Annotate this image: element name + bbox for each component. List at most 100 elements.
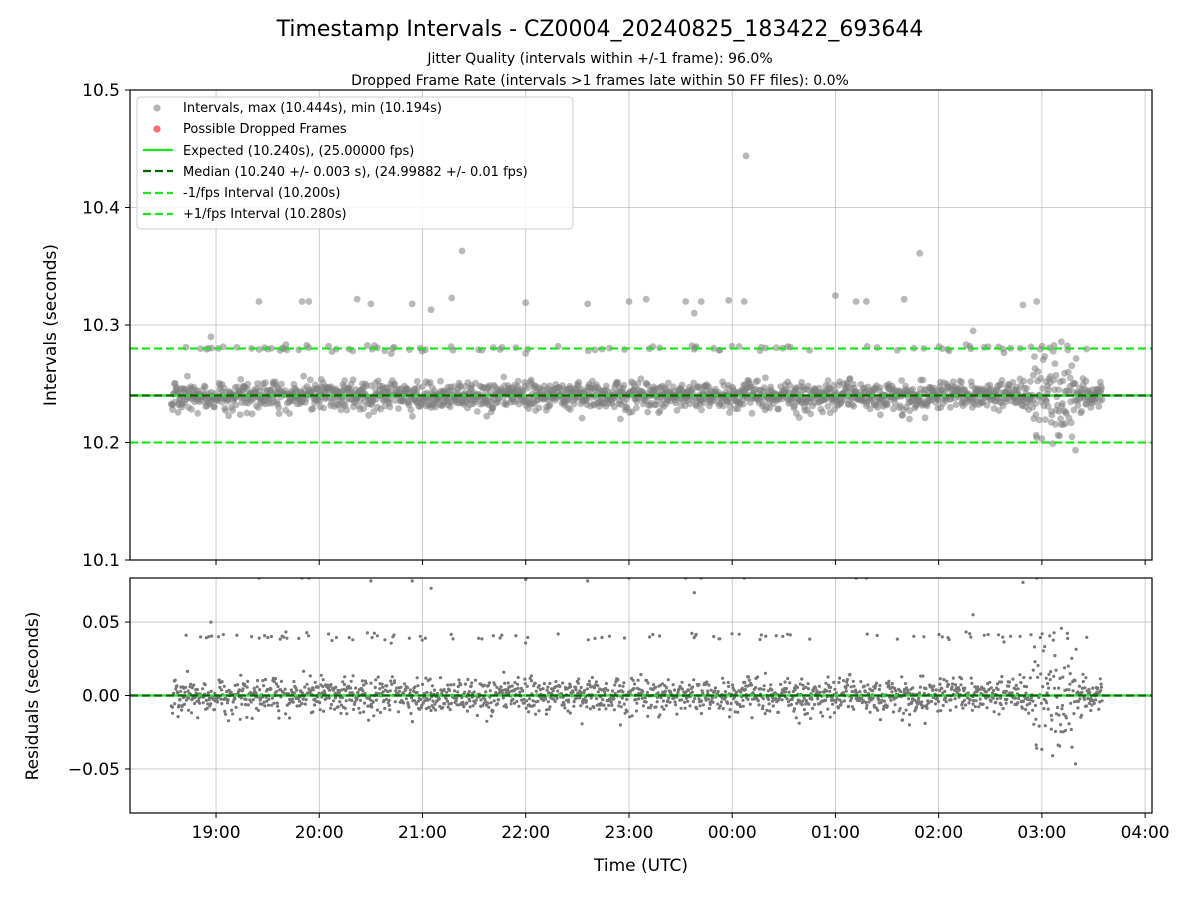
residual-point	[1070, 656, 1074, 660]
residual-point	[319, 673, 323, 677]
interval-point	[522, 299, 530, 307]
residual-point	[919, 674, 923, 678]
residual-point	[1073, 679, 1077, 683]
residual-point	[711, 700, 715, 704]
residual-point	[410, 720, 414, 724]
residual-point	[758, 637, 762, 642]
residual-point	[1022, 675, 1026, 680]
interval-point	[1068, 433, 1076, 441]
residual-point	[1021, 580, 1025, 585]
residual-point	[356, 691, 360, 695]
residual-point	[660, 705, 664, 709]
residual-point	[372, 631, 376, 635]
interval-point	[762, 344, 770, 352]
residual-point	[399, 685, 403, 689]
residual-point	[728, 708, 732, 712]
residual-point	[844, 689, 848, 693]
residual-point	[699, 711, 704, 716]
residual-point	[305, 682, 309, 686]
residual-point	[433, 702, 437, 706]
residual-point	[1040, 747, 1044, 752]
interval-point	[211, 403, 218, 411]
residual-point	[362, 701, 367, 705]
residual-point	[906, 688, 910, 692]
residual-point	[1099, 689, 1103, 693]
residual-point	[1084, 704, 1089, 708]
residual-point	[910, 700, 914, 704]
residual-point	[828, 715, 832, 719]
interval-point	[575, 378, 583, 386]
interval-point	[1037, 374, 1045, 382]
residual-point	[826, 675, 830, 679]
residual-point	[776, 710, 781, 715]
residual-point	[625, 697, 629, 702]
interval-point	[952, 401, 960, 408]
interval-point	[374, 377, 382, 385]
x-tick-label: 03:00	[1017, 823, 1066, 843]
residual-point	[1051, 754, 1055, 758]
residual-point	[506, 681, 510, 685]
residual-point	[795, 701, 799, 706]
residual-point	[441, 706, 445, 710]
residual-point	[1036, 663, 1040, 668]
residual-point	[900, 675, 904, 679]
residual-point	[583, 688, 587, 693]
residual-point	[1037, 695, 1041, 700]
residual-point	[842, 699, 847, 703]
residual-point	[973, 705, 977, 709]
interval-point	[969, 327, 977, 335]
residual-point	[695, 707, 699, 711]
interval-point	[523, 384, 531, 392]
interval-point	[998, 377, 1006, 384]
interval-point	[754, 377, 761, 385]
interval-point	[900, 295, 908, 303]
residual-point	[567, 698, 571, 702]
residual-point	[1021, 699, 1025, 704]
residual-point	[279, 688, 283, 692]
interval-point	[306, 376, 314, 384]
residual-point	[846, 704, 851, 708]
residual-point	[502, 670, 506, 674]
residual-point	[609, 700, 614, 705]
residual-point	[610, 689, 615, 693]
residual-point	[192, 683, 196, 687]
residual-point	[1083, 686, 1087, 690]
residual-point	[461, 700, 465, 704]
residual-point	[197, 696, 201, 700]
interval-point	[473, 408, 481, 415]
residual-point	[1062, 712, 1066, 716]
residual-point	[186, 708, 191, 712]
interval-point	[483, 412, 491, 420]
residual-point	[491, 634, 495, 638]
residual-point	[361, 689, 365, 693]
residual-point	[918, 685, 923, 689]
residual-point	[574, 685, 578, 689]
residual-point	[1059, 626, 1063, 630]
interval-point	[407, 406, 415, 414]
residual-point	[304, 698, 308, 702]
residual-point	[662, 707, 666, 711]
residual-point	[181, 696, 185, 700]
interval-point	[201, 383, 209, 391]
residual-point	[962, 698, 967, 703]
residual-point	[621, 690, 625, 694]
residual-point	[344, 699, 348, 703]
residual-point	[321, 684, 325, 689]
residual-point	[801, 683, 805, 687]
residual-point	[466, 677, 470, 682]
residual-point	[939, 709, 943, 713]
residual-point	[206, 702, 210, 706]
interval-point	[690, 309, 698, 317]
residual-point	[1050, 718, 1054, 722]
residual-point	[1069, 727, 1073, 732]
residual-point	[329, 702, 333, 707]
residual-point	[1051, 638, 1055, 642]
residual-point	[1088, 691, 1092, 695]
residual-point	[992, 710, 996, 714]
residual-point	[1002, 640, 1006, 644]
residual-point	[839, 703, 843, 707]
residual-point	[852, 684, 856, 688]
residual-point	[274, 682, 278, 686]
residual-point	[427, 705, 431, 710]
residual-point	[967, 701, 971, 705]
